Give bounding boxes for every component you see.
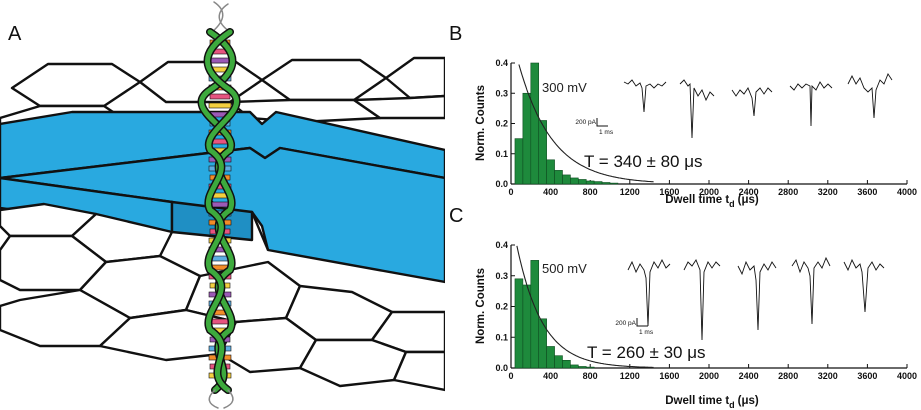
histogram-bar — [562, 360, 571, 369]
y-tick-label: 0.4 — [495, 58, 508, 68]
chart-b-voltage-label: 300 mV — [542, 80, 587, 95]
histogram-bar — [522, 284, 532, 369]
chart-c: 0 400 800 1200 1600 2000 2400 2800 3200 3600 4000 0… — [475, 240, 917, 410]
y-tick-label: 0.0 — [495, 363, 508, 373]
dna-strand-top-left — [211, 1, 224, 33]
y-tick-label: 0.1 — [495, 332, 508, 342]
x-tick-label: 3200 — [818, 371, 838, 381]
y-tick-label: 0.3 — [495, 88, 508, 98]
chart-b-bars — [514, 62, 619, 185]
histogram-bar — [570, 177, 579, 185]
histogram-bar — [530, 62, 540, 185]
y-tick-label: 0.0 — [495, 179, 508, 189]
panel-label-b: B — [449, 23, 462, 45]
histogram-bar — [554, 170, 563, 185]
histogram-bar — [554, 355, 563, 369]
x-tick-label: 2000 — [699, 187, 719, 197]
x-tick-label: 400 — [543, 187, 558, 197]
chart-b-current-traces — [623, 73, 893, 139]
chart-b-scale-bar: 200 pA 1 ms — [575, 118, 614, 136]
chart-b-fit-annotation: T = 340 ± 80 μs — [584, 152, 703, 171]
histogram-bar — [530, 260, 540, 369]
histogram-bar — [514, 138, 524, 185]
chart-c-fit-annotation: T = 260 ± 30 μs — [587, 343, 706, 362]
y-tick-label: 0.1 — [495, 149, 508, 159]
x-tick-label: 0 — [508, 187, 513, 197]
x-tick-label: 2400 — [739, 371, 759, 381]
histogram-bar — [578, 179, 587, 185]
chart-c-x-axis-label: Dwell time td (μs) — [665, 395, 759, 410]
chart-c-voltage-label: 500 mV — [542, 261, 587, 276]
x-tick-label: 0 — [508, 371, 513, 381]
y-tick-label: 0.2 — [495, 302, 508, 312]
x-tick-label: 1600 — [659, 371, 679, 381]
x-tick-label: 2800 — [778, 371, 798, 381]
panel-label-a: A — [8, 23, 22, 45]
chart-c-scale-time: 1 ms — [639, 329, 654, 336]
x-tick-label: 3600 — [857, 371, 877, 381]
histogram-bar — [522, 92, 532, 185]
histogram-bar — [514, 278, 524, 369]
dna-backbones — [197, 1, 241, 409]
histogram-bar — [538, 120, 547, 185]
panel-label-c: C — [449, 205, 463, 227]
x-tick-label: 2000 — [699, 371, 719, 381]
x-tick-label: 1600 — [659, 187, 679, 197]
x-tick-label: 800 — [583, 187, 598, 197]
histogram-bar — [585, 366, 595, 369]
chart-b-scale-current: 200 pA — [575, 119, 596, 126]
x-tick-label: 3200 — [818, 187, 838, 197]
chart-b: 0 400 800 1200 1600 2000 2400 2800 3200 3600 4000 0… — [475, 58, 917, 209]
chart-b-y-axis-label: Norm. Counts — [475, 85, 487, 161]
chart-c-bars — [514, 260, 595, 369]
chart-c-exponential-fit — [516, 245, 654, 368]
x-tick-label: 2400 — [739, 187, 759, 197]
lower-graphene-lattice — [0, 202, 445, 392]
y-tick-label: 0.4 — [495, 240, 508, 250]
x-tick-label: 1200 — [620, 371, 640, 381]
histogram-bar — [562, 174, 571, 185]
histogram-bar — [546, 346, 555, 369]
histogram-bar — [546, 159, 555, 185]
dna-double-helix — [197, 1, 241, 409]
chart-b-scale-time: 1 ms — [599, 129, 614, 136]
chart-c-scale-current: 200 pA — [615, 320, 636, 327]
chart-c-ticks: 0 400 800 1200 1600 2000 2400 2800 3200 3600 4000 0… — [495, 240, 917, 381]
histogram-bar — [578, 366, 587, 369]
dna-strand-bottom-right — [223, 389, 234, 409]
chart-c-scale-bar: 200 pA 1 ms — [615, 318, 654, 336]
x-tick-label: 2800 — [778, 187, 798, 197]
histogram-bar — [593, 181, 603, 185]
x-tick-label: 3600 — [857, 187, 877, 197]
dna-strand-bottom-left — [208, 389, 219, 409]
histogram-bar — [570, 364, 579, 369]
chart-c-current-traces — [627, 256, 885, 341]
chart-b-x-axis-label: Dwell time td (μs) — [665, 194, 759, 209]
chart-c-y-axis-label: Norm. Counts — [475, 268, 487, 344]
chart-b-ticks: 0 400 800 1200 1600 2000 2400 2800 3200 3600 4000 0… — [495, 58, 917, 197]
x-tick-label: 800 — [583, 371, 598, 381]
histogram-bar — [538, 318, 547, 369]
histogram-bar — [609, 182, 619, 185]
histogram-bar — [585, 180, 595, 185]
x-tick-label: 4000 — [897, 371, 917, 381]
panel-a-illustration — [0, 1, 445, 409]
x-tick-label: 4000 — [897, 187, 917, 197]
histogram-bar — [601, 182, 611, 185]
membrane-slab — [0, 110, 445, 284]
y-tick-label: 0.3 — [495, 271, 508, 281]
chart-b-exponential-fit — [518, 64, 654, 183]
x-tick-label: 1200 — [620, 187, 640, 197]
y-tick-label: 0.2 — [495, 119, 508, 129]
x-tick-label: 400 — [543, 371, 558, 381]
